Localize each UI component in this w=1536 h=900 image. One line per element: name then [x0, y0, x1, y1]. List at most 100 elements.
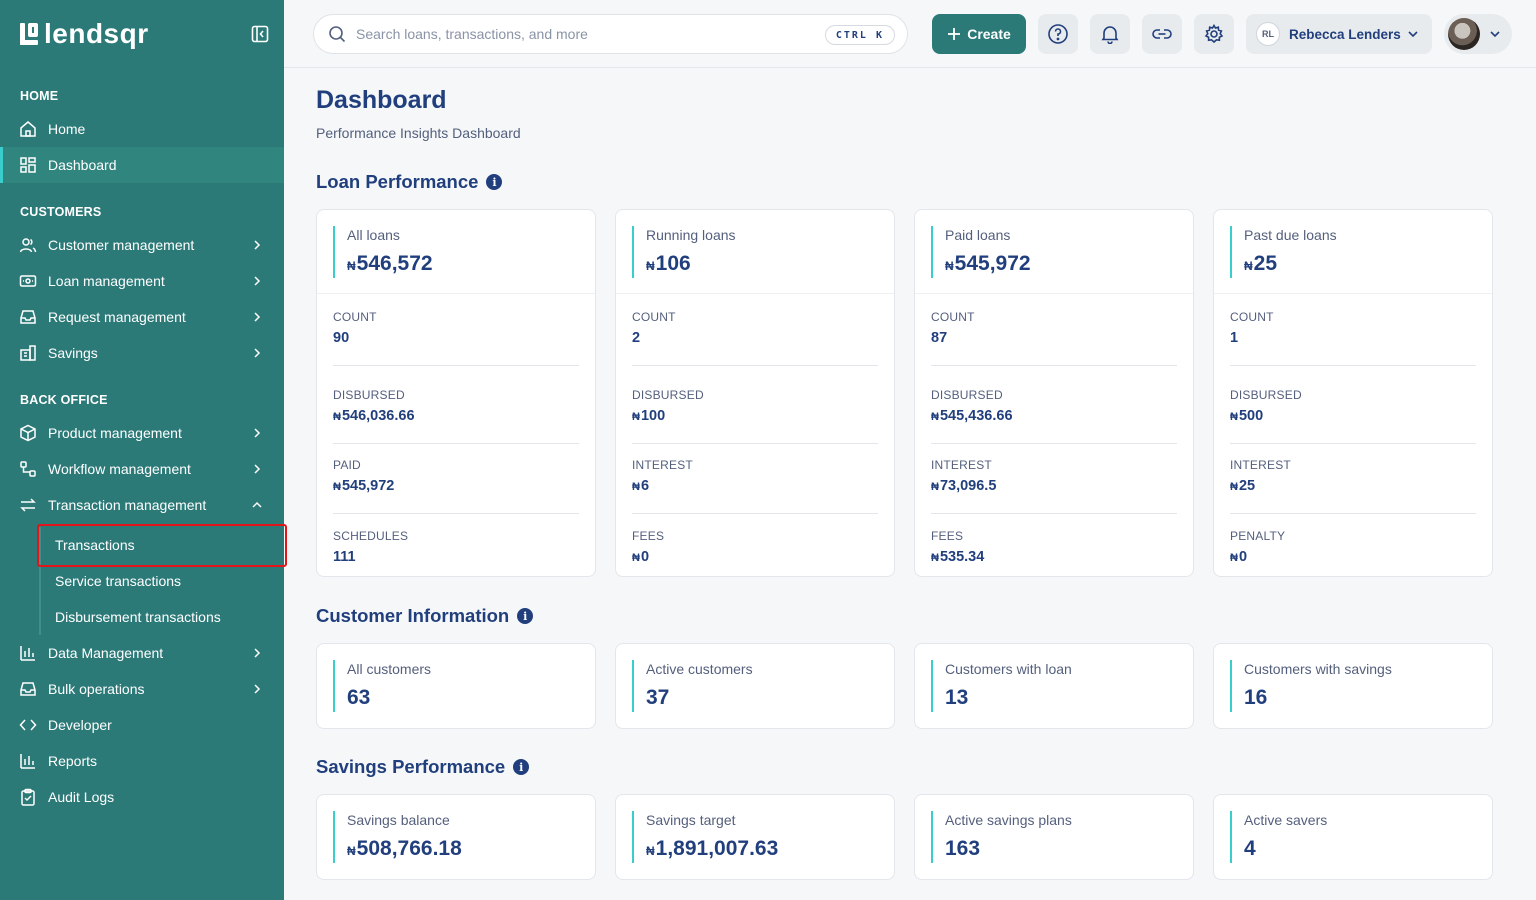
settings-button[interactable]: [1194, 14, 1234, 54]
savings-performance-card: Active savers 4: [1213, 794, 1493, 880]
sidebar-item-savings[interactable]: Savings: [0, 335, 284, 371]
stat-value-number: 545,972: [341, 478, 395, 494]
card-header: All customers 63: [317, 644, 595, 728]
card-value: 63: [347, 686, 370, 710]
stat-label: INTEREST: [931, 458, 992, 472]
card-accent-bar: [1230, 811, 1232, 863]
currency-symbol: ₦: [347, 844, 356, 858]
info-icon[interactable]: i: [486, 174, 503, 190]
currency-symbol: ₦: [931, 552, 939, 564]
sidebar-item-customer-management[interactable]: Customer management: [0, 227, 284, 263]
currency-symbol: ₦: [1230, 552, 1238, 564]
sidebar-subitem-transactions[interactable]: Transactions: [55, 537, 135, 553]
chevron-right-icon: [254, 276, 261, 286]
stat-value-number: 546,036.66: [341, 408, 415, 424]
collapse-sidebar-button[interactable]: [250, 24, 270, 44]
card-value: 16: [1244, 686, 1267, 710]
create-button[interactable]: Create: [932, 14, 1026, 54]
account-switcher[interactable]: RL Rebecca Lenders: [1246, 14, 1432, 54]
sidebar-item-label: Request management: [48, 309, 186, 325]
stat-block: PENALTY ₦0: [1230, 529, 1476, 565]
chevron-right-icon: [254, 648, 261, 658]
sidebar: lendsqr HOME Home Dashboard CUSTOMERS Cu…: [0, 0, 287, 900]
sidebar-item-loan-management[interactable]: Loan management: [0, 263, 284, 299]
sidebar-item-workflow-management[interactable]: Workflow management: [0, 451, 284, 487]
page-subtitle: Performance Insights Dashboard: [316, 125, 521, 141]
card-accent-bar: [333, 811, 335, 863]
sidebar-item-home[interactable]: Home: [0, 111, 284, 147]
notifications-button[interactable]: [1090, 14, 1130, 54]
info-icon[interactable]: i: [517, 608, 534, 624]
brand-logo[interactable]: lendsqr: [20, 18, 149, 50]
stat-value-number: 2: [632, 330, 641, 346]
user-initials: RL: [1256, 22, 1280, 46]
sidebar-item-request-management[interactable]: Request management: [0, 299, 284, 335]
sidebar-item-data-management[interactable]: Data Management: [0, 635, 284, 671]
stat-value: 90: [333, 330, 579, 346]
stat-value: 111: [333, 549, 579, 565]
stat-label: DISBURSED: [632, 388, 704, 402]
chevron-right-icon: [254, 464, 261, 474]
stat-value-number: 535.34: [939, 549, 985, 565]
card-label: Running loans: [646, 227, 736, 243]
savings-performance-card: Savings balance ₦508,766.18: [316, 794, 596, 880]
stat-label: INTEREST: [632, 458, 693, 472]
card-header: Active savings plans 163: [915, 795, 1193, 879]
search-bar[interactable]: CTRL K: [313, 14, 908, 54]
sidebar-item-developer[interactable]: Developer: [0, 707, 284, 743]
sidebar-item-audit-logs[interactable]: Audit Logs: [0, 779, 284, 815]
stat-value: 1: [1230, 330, 1476, 346]
stat-value: ₦545,972: [333, 478, 579, 494]
sidebar-item-reports[interactable]: Reports: [0, 743, 284, 779]
currency-symbol: ₦: [646, 259, 655, 273]
stat-label: INTEREST: [1230, 458, 1291, 472]
help-button[interactable]: [1038, 14, 1078, 54]
stat-value-number: 6: [640, 478, 650, 494]
stat-value-number: 0: [1238, 549, 1248, 565]
stat-block: DISBURSED ₦100: [632, 388, 878, 424]
divider: [632, 365, 878, 366]
customer-information-card: Customers with loan 13: [914, 643, 1194, 729]
info-icon[interactable]: i: [513, 759, 530, 775]
profile-menu[interactable]: [1444, 14, 1512, 54]
sidebar-subitem-disbursement-transactions[interactable]: Disbursement transactions: [55, 609, 221, 625]
card-value-number: 37: [646, 686, 670, 709]
stat-block: COUNT 87: [931, 310, 1177, 346]
logo-mark-icon: [20, 23, 40, 45]
stat-label: DISBURSED: [333, 388, 405, 402]
sidebar-item-label: Bulk operations: [48, 681, 145, 697]
plus-icon: [948, 28, 961, 40]
card-value: 37: [646, 686, 669, 710]
card-value-number: 63: [347, 686, 371, 709]
avatar: [1448, 18, 1480, 50]
link-button[interactable]: [1142, 14, 1182, 54]
card-value-number: 546,572: [356, 252, 433, 275]
sidebar-item-label: Transaction management: [48, 497, 207, 513]
card-accent-bar: [1230, 660, 1232, 712]
sidebar-subitem-service-transactions[interactable]: Service transactions: [55, 573, 182, 589]
stat-value: ₦545,436.66: [931, 408, 1177, 424]
card-value-number: 13: [945, 686, 969, 709]
card-label: Customers with savings: [1244, 661, 1392, 677]
stat-value-number: 545,436.66: [939, 408, 1013, 424]
workflow-icon: [18, 459, 38, 479]
create-label: Create: [967, 26, 1011, 42]
search-input[interactable]: [356, 26, 796, 42]
sidebar-item-bulk-operations[interactable]: Bulk operations: [0, 671, 284, 707]
stat-label: PAID: [333, 458, 361, 472]
search-icon: [329, 26, 346, 43]
sidebar-item-product-management[interactable]: Product management: [0, 415, 284, 451]
sidebar-item-transaction-management[interactable]: Transaction management: [0, 487, 284, 523]
card-label: All customers: [347, 661, 432, 677]
card-value: ₦508,766.18: [347, 837, 462, 861]
card-header: Customers with savings 16: [1214, 644, 1492, 728]
submenu-line: [39, 527, 41, 635]
stat-label: COUNT: [333, 310, 377, 324]
divider: [632, 513, 878, 514]
sidebar-item-dashboard[interactable]: Dashboard: [0, 147, 284, 183]
card-value-number: 508,766.18: [356, 837, 462, 860]
stat-label: DISBURSED: [1230, 388, 1302, 402]
stat-block: FEES ₦0: [632, 529, 878, 565]
card-value-number: 1,891,007.63: [655, 837, 779, 860]
chevron-down-icon: [1408, 31, 1418, 38]
